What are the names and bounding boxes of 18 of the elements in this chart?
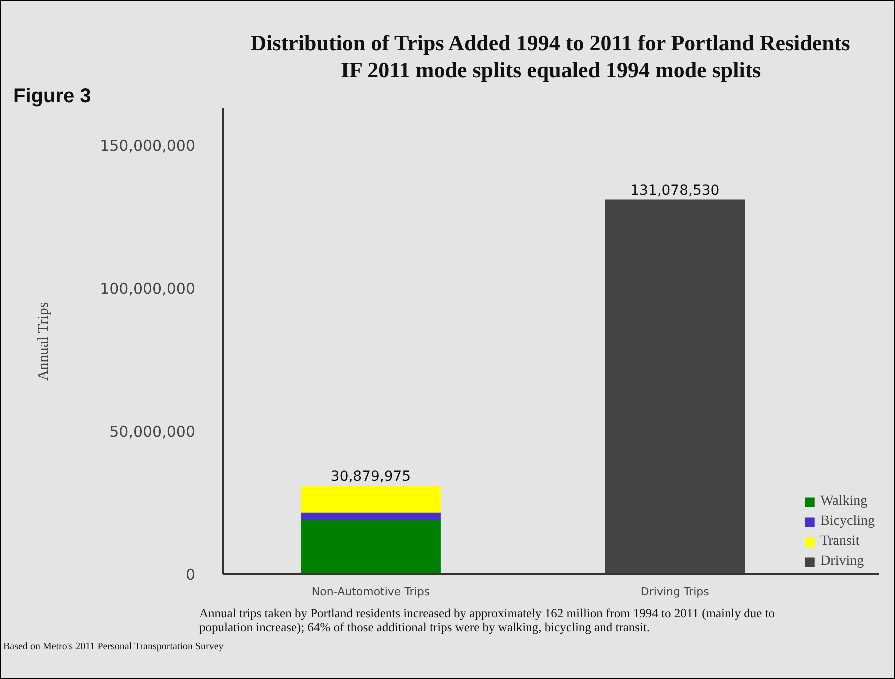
caption: Figure 3 xyxy=(14,86,92,108)
y-tick-label: 150,000,000 xyxy=(100,137,196,156)
text: Annual trips taken by Portland residents increased by approximately 162 million from 1994 to 2011 (mainly due to population increase); 64% of those additional trips were by walking, bicycling and transit. xyxy=(200,606,775,634)
y-axis-title: Annual Trips xyxy=(36,302,52,382)
legend-label: Driving xyxy=(820,554,864,570)
text: Based on Metro's 2011 Personal Transportation Survey xyxy=(4,642,224,652)
y-tick-label: 0 xyxy=(186,566,196,584)
chart-title: Distribution of Trips Added 1994 to 2011 for Portland Residents xyxy=(250,30,851,56)
y-tick-label: 50,000,000 xyxy=(110,423,196,442)
legend-label: Bicycling xyxy=(820,514,875,530)
x-tick-label: Non-Automotive Trips xyxy=(312,586,430,598)
legend-label: Walking xyxy=(820,494,868,510)
x-tick-label: Driving Trips xyxy=(640,586,710,598)
y-tick-label: 100,000,000 xyxy=(100,280,196,298)
total-label: 131,078,530 xyxy=(630,182,720,199)
legend-label: Transit xyxy=(820,534,860,550)
chart-subtitle: IF 2011 mode splits equaled 1994 mode splits xyxy=(340,58,762,82)
total-label: 30,879,975 xyxy=(330,469,412,486)
